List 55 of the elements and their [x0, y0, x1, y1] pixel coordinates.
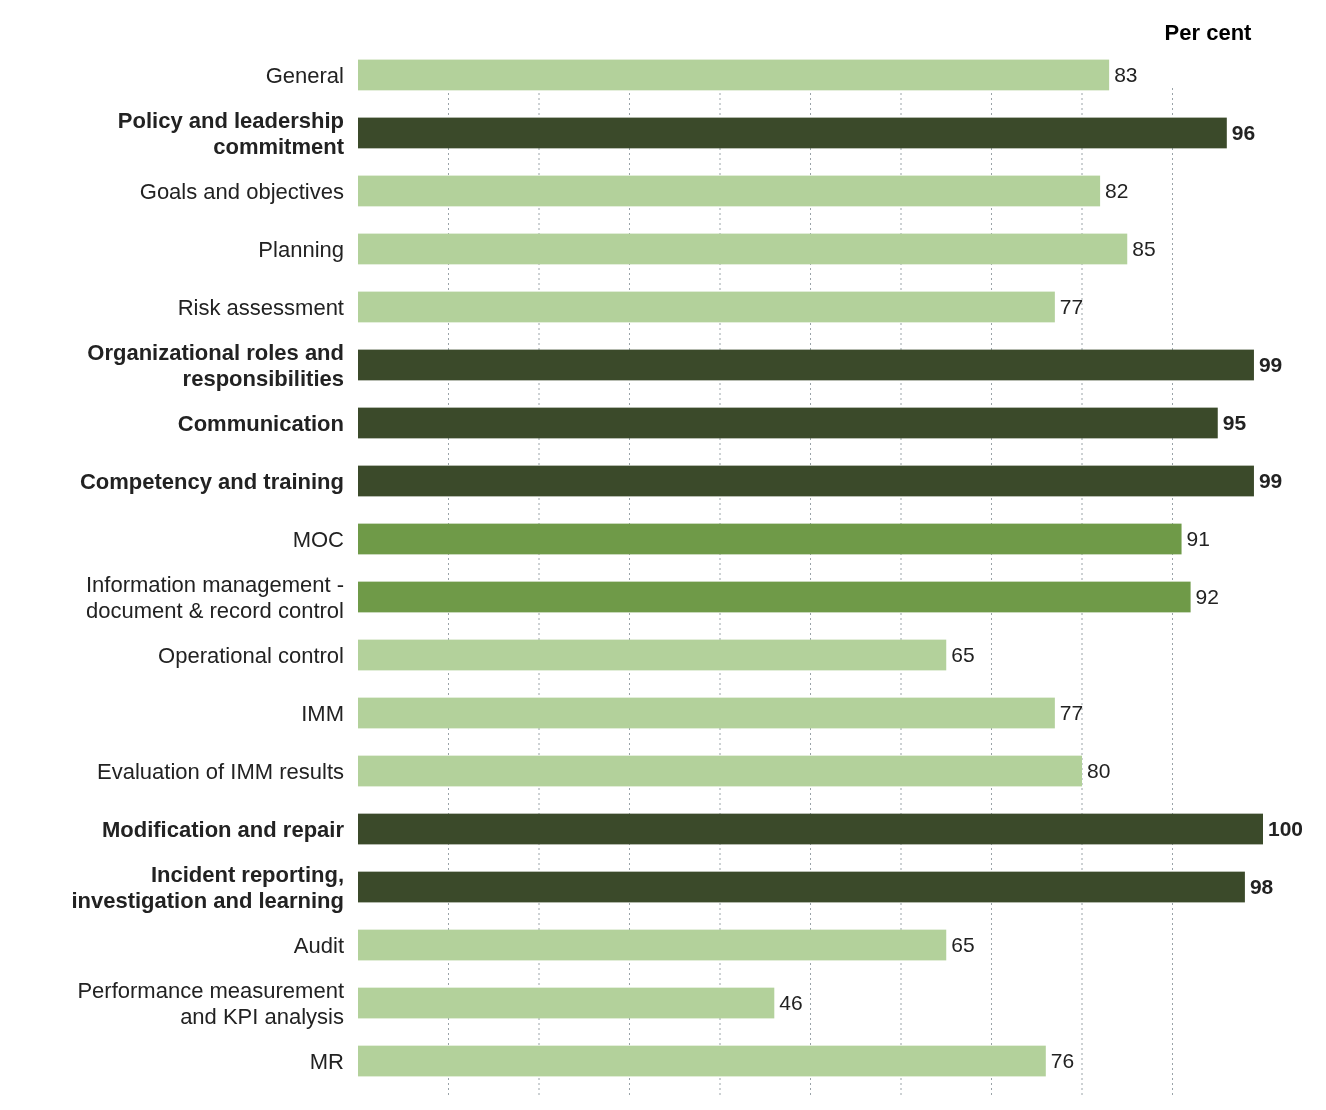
- data-label: 76: [1050, 1049, 1075, 1073]
- y-tick-label: Evaluation of IMM results: [97, 758, 344, 784]
- bar: [358, 407, 1218, 439]
- y-tick-label: Performance measurement and KPI analysis: [77, 977, 344, 1029]
- bar: [358, 697, 1055, 729]
- data-label: 96: [1231, 121, 1256, 145]
- bar: [358, 871, 1245, 903]
- data-label: 77: [1059, 701, 1084, 725]
- x-axis-title: Per cent: [1164, 20, 1253, 45]
- bar: [358, 987, 775, 1019]
- y-tick-label: Incident reporting, investigation and learning: [71, 861, 344, 913]
- bar: [358, 233, 1128, 265]
- bar: [358, 639, 947, 671]
- data-label: 91: [1186, 527, 1210, 551]
- data-label: 83: [1114, 63, 1138, 87]
- data-label: 95: [1222, 411, 1247, 435]
- y-tick-label: Modification and repair: [101, 816, 345, 842]
- bar: [358, 465, 1254, 497]
- data-label: 77: [1059, 295, 1084, 319]
- data-label: 92: [1195, 585, 1219, 609]
- y-tick-label: Goals and objectives: [139, 178, 344, 204]
- bar: [358, 175, 1101, 207]
- data-label: 65: [951, 643, 975, 667]
- y-tick-label: Risk assessment: [177, 294, 344, 320]
- bar: [358, 117, 1227, 149]
- y-tick-label: Policy and leadership commitment: [117, 107, 345, 159]
- y-tick-label: Information management - document & record control: [85, 571, 344, 623]
- y-tick-label: Audit: [293, 932, 344, 958]
- data-label: 46: [779, 991, 803, 1015]
- y-tick-label: MOC: [292, 526, 345, 552]
- bar: [358, 523, 1182, 555]
- data-label: 98: [1249, 875, 1274, 899]
- bar: [358, 929, 947, 961]
- bar: [358, 813, 1263, 845]
- y-tick-label: Planning: [258, 236, 344, 262]
- y-tick-label: Operational control: [158, 642, 344, 668]
- y-tick-label: Competency and training: [79, 468, 344, 494]
- bar: [358, 59, 1110, 91]
- data-label: 99: [1258, 469, 1283, 493]
- y-tick-label: MR: [309, 1048, 344, 1074]
- bar: [358, 349, 1254, 381]
- bar: [358, 755, 1082, 787]
- bar: [358, 291, 1055, 323]
- y-tick-label: IMM: [301, 700, 344, 726]
- data-label: 80: [1087, 759, 1111, 783]
- bar: [358, 581, 1191, 613]
- bar: [358, 1045, 1046, 1077]
- data-label: 82: [1105, 179, 1129, 203]
- data-label: 85: [1132, 237, 1156, 261]
- y-tick-label: Organizational roles and responsibilities: [87, 339, 344, 391]
- y-tick-label: General: [265, 62, 344, 88]
- y-tick-label: Communication: [177, 410, 344, 436]
- data-label: 99: [1258, 353, 1283, 377]
- data-label: 100: [1268, 817, 1304, 841]
- data-label: 65: [951, 933, 975, 957]
